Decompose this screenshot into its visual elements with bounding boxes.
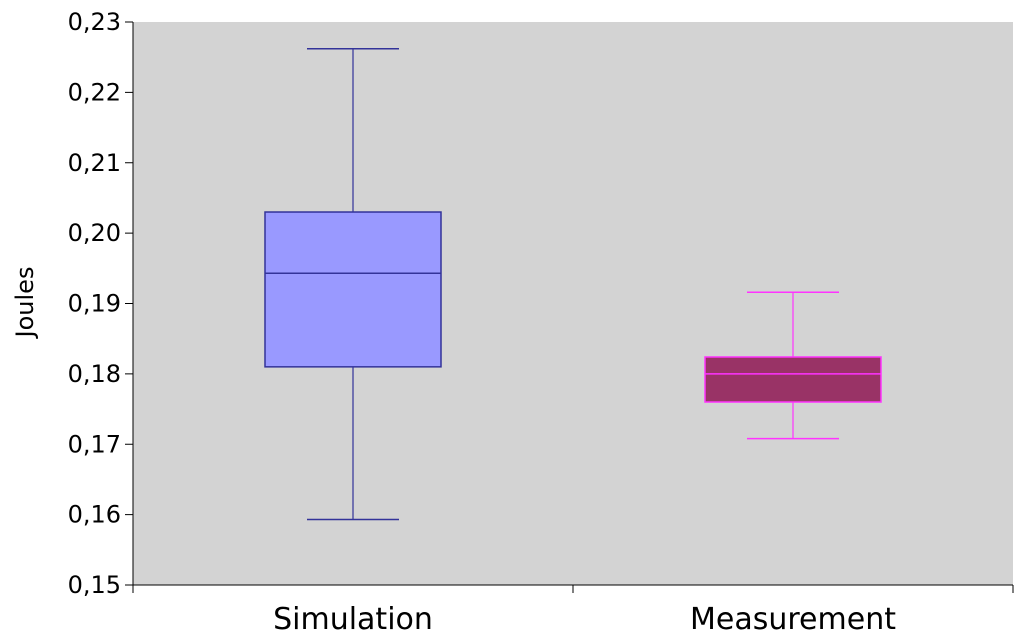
box-simulation: [264, 47, 442, 521]
boxes-layer: [264, 47, 882, 521]
x-tick-label: Measurement: [690, 602, 896, 637]
y-tick-label: 0,16: [68, 501, 121, 529]
x-ticks: Simulation Measurement: [132, 585, 1014, 637]
y-tick-label: 0,19: [68, 290, 121, 318]
y-tick-label: 0,21: [68, 149, 121, 177]
y-ticks: 0,15 0,16 0,17 0,18 0,19 0,20 0,21 0,22 0,23: [68, 8, 133, 599]
y-tick-label: 0,22: [68, 78, 121, 106]
y-tick-label: 0,15: [68, 571, 121, 599]
y-tick-label: 0,20: [68, 219, 121, 247]
x-tick-label: Simulation: [273, 602, 433, 637]
y-tick-label: 0,18: [68, 360, 121, 388]
y-tick-label: 0,17: [68, 430, 121, 458]
y-tick-label: 0,23: [68, 8, 121, 36]
y-axis-label: Joules: [11, 267, 39, 340]
iqr-box: [704, 356, 882, 403]
box-measurement: [704, 291, 882, 440]
iqr-box: [264, 211, 442, 368]
